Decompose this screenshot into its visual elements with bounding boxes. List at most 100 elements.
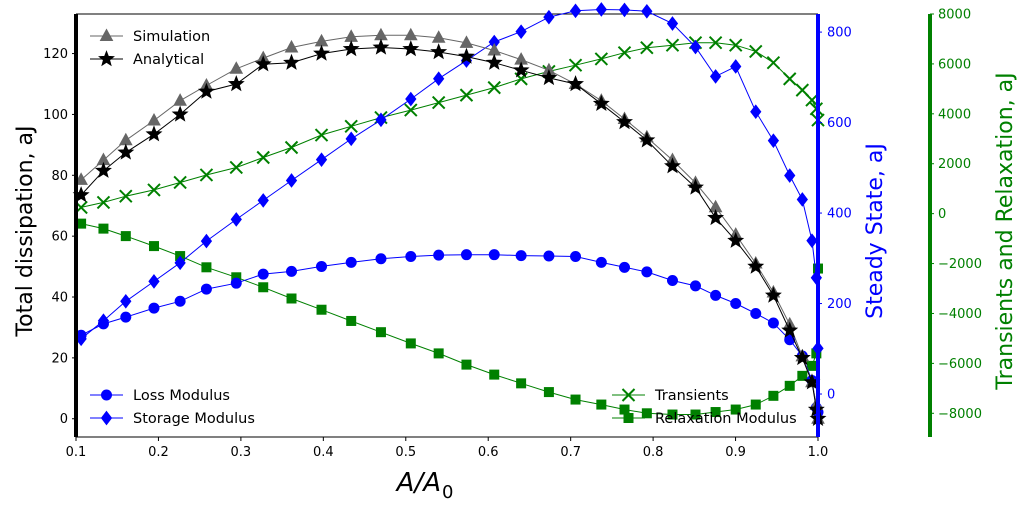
simulation-point [147,112,161,126]
y-left-tick-label: 60 [51,230,68,245]
y-right2-tick-label: −6000 [938,357,982,372]
storage-modulus-point [767,133,780,148]
loss-modulus-point [641,266,653,278]
transients-point [431,95,446,110]
loss-modulus-point [120,311,132,323]
transients-point [119,189,133,203]
legend-bottom-right: Transients Relaxation Modulus [612,388,797,427]
analytical-point [117,143,135,160]
storage-modulus-point [750,104,762,120]
loss-modulus-point [488,249,500,261]
series-layer [72,2,827,426]
analytical-point [313,44,330,61]
loss-modulus-point [433,249,445,261]
transients-point [805,93,819,107]
simulation-point [459,35,474,48]
series-analytical [72,38,827,426]
axes-layer: 0.1 0.2 0.3 0.4 0.5 0.6 0.7 0.8 0.9 1.0 0 20 40 60 80 1… [43,8,982,461]
analytical-point [781,321,799,338]
y-right2-tick-label: 2000 [938,157,971,172]
storage-modulus-point [806,233,818,248]
y-axis-left-label: Total dissipation, aJ [13,125,38,337]
y-right2-tick-label: −8000 [938,407,982,422]
storage-modulus-point [595,2,607,17]
storage-modulus-point [689,39,702,55]
legend-label-relaxation-modulus: Relaxation Modulus [655,411,797,427]
transients-point [729,38,743,52]
legend-marker-simulation [99,28,114,41]
transients-point [640,40,654,55]
relaxation-modulus-point [433,348,444,359]
relaxation-modulus-point [489,369,500,380]
simulation-point [118,132,133,146]
loss-modulus-point [257,268,269,280]
storage-modulus-point [405,91,417,107]
storage-modulus-point [433,71,445,87]
loss-modulus-point [784,334,796,346]
relaxation-modulus-point [98,223,109,234]
storage-modulus-point [230,212,242,227]
analytical-point [512,61,530,78]
loss-modulus-point [595,256,607,268]
y-left-tick-label: 40 [51,291,68,306]
transients-point [96,195,111,210]
analytical-point [764,286,782,303]
legend-marker-transients [621,388,636,402]
storage-modulus-point [120,293,132,309]
storage-modulus-point [709,69,722,84]
plot-frame [76,13,818,438]
storage-modulus-point [285,173,298,188]
analytical-point [402,40,420,57]
analytical-point [707,208,725,226]
analytical-point [197,82,215,99]
analytical-point [94,161,112,178]
relaxation-modulus-point [690,409,701,420]
storage-modulus-point [641,3,653,19]
analytical-point [727,231,745,248]
loss-modulus-point [730,298,742,310]
transients-point [617,45,632,60]
simulation-point [374,27,388,41]
storage-modulus-point [730,59,742,74]
analytical-point [793,348,811,366]
y-right1-tick-label: 600 [827,116,852,131]
y-right1-tick-label: 400 [827,207,852,222]
analytical-point [430,43,448,60]
series-simulation [74,27,825,424]
y-axis-right2-label: Transients and Relaxation, aJ [993,72,1018,390]
simulation-point [74,172,88,185]
analytical-point [283,53,300,70]
relaxation-modulus-point [797,370,808,381]
analytical-point [664,157,681,174]
storage-modulus-point [796,192,808,207]
transients-point [766,55,781,70]
y-right2-tick-label: 8000 [938,8,971,23]
relaxation-modulus-point [316,304,327,315]
loss-modulus-point [200,283,212,295]
storage-modulus-point [569,3,582,19]
storage-modulus-point [784,168,796,183]
simulation-point [403,27,418,41]
transients-point [404,103,418,117]
storage-modulus-point [148,274,160,289]
analytical-point [457,47,475,64]
y-left-tick-label: 0 [60,412,68,427]
storage-modulus-point [174,255,186,271]
legend-label-transients: Transients [654,388,729,404]
relaxation-modulus-point [543,387,554,398]
series-relaxation-modulus [76,218,823,420]
x-tick-label: 0.2 [148,445,169,460]
relaxation-modulus-point [730,404,741,415]
loss-modulus-point [619,261,631,273]
analytical-point [592,94,610,111]
analytical-point [145,125,163,142]
y-right2-tick-label: −2000 [938,257,982,272]
transients-point [314,128,329,142]
simulation-point [344,29,359,42]
transients-point [173,175,187,190]
legends-layer: Simulation Analytical Loss Modulus Storage … [90,28,797,427]
relaxation-modulus-point [258,282,269,293]
transients-point [344,119,358,134]
y-left-tick-label: 120 [43,47,68,62]
transients-point [147,183,161,197]
